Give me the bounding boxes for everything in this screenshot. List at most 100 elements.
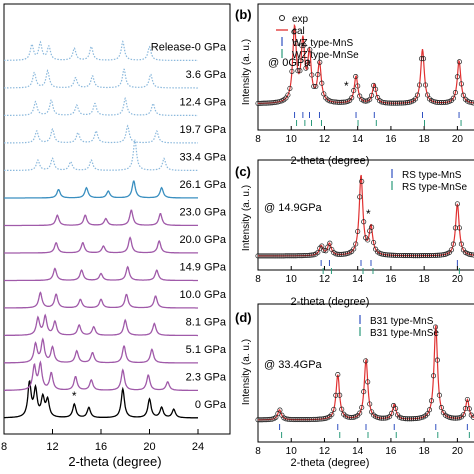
exp-point-3-92 <box>438 405 444 411</box>
exp-point-3-51 <box>357 410 363 416</box>
exp-point-3-29 <box>313 416 319 422</box>
exp-point-2-15 <box>285 253 291 259</box>
px-tick-label-1-0: 8 <box>255 134 261 145</box>
exp-point-2-50 <box>355 228 361 234</box>
pressure-label-0: 0 GPa <box>195 399 227 411</box>
exp-point-3-46 <box>347 414 353 420</box>
px-tick-label-2-2: 12 <box>319 274 331 285</box>
exp-point-2-21 <box>297 253 303 259</box>
exp-point-1-82 <box>418 56 425 62</box>
exp-point-2-89 <box>432 252 439 258</box>
exp-point-1-50 <box>355 83 361 89</box>
exp-point-2-102 <box>458 241 464 247</box>
legend-label-3-1: B31 type-MnSe <box>370 328 439 339</box>
exp-point-1-18 <box>291 29 297 35</box>
exp-point-1-4 <box>263 100 269 106</box>
panel-a-frame <box>3 3 231 435</box>
exp-point-3-99 <box>452 415 458 421</box>
exp-point-1-48 <box>351 88 357 94</box>
exp-point-3-18 <box>291 417 297 423</box>
exp-point-1-100 <box>454 74 460 80</box>
exp-point-1-49 <box>353 74 359 80</box>
exp-point-2-26 <box>307 252 313 258</box>
pressure-label-9: 33.4 GPa <box>180 152 227 164</box>
exp-point-1-90 <box>434 99 440 105</box>
exp-point-2-80 <box>414 253 421 259</box>
spectrum-line-9 <box>4 139 198 171</box>
exp-point-3-56 <box>367 401 373 407</box>
exp-point-2-86 <box>426 253 433 259</box>
legend-label-1-3: WZ type-MnSe <box>292 50 359 61</box>
exp-point-3-26 <box>307 417 313 423</box>
exp-point-2-52 <box>359 178 365 184</box>
exp-point-2-39 <box>333 251 339 257</box>
spectrum-line-7 <box>4 209 198 227</box>
legend-label-2-1: RS type-MnSe <box>402 182 467 193</box>
exp-point-1-53 <box>361 98 367 104</box>
exp-point-2-19 <box>293 253 299 259</box>
exp-point-1-47 <box>349 95 355 101</box>
exp-point-3-42 <box>339 406 345 412</box>
spectrum-line-0 <box>4 379 198 419</box>
exp-point-2-17 <box>289 253 295 259</box>
exp-point-1-22 <box>299 43 305 49</box>
exp-point-1-5 <box>265 100 271 106</box>
exp-point-2-90 <box>434 252 440 258</box>
px-tick-label-3-2: 12 <box>319 446 331 457</box>
exp-point-2-81 <box>416 253 423 259</box>
panel-a: 0 GPa 2.3 GPa 5.1 GPa 8.1 GPa 10.0 GPa 14.9 G… <box>1 3 231 469</box>
panel-d-frame <box>257 303 474 443</box>
exp-point-1-3 <box>261 100 267 106</box>
exp-point-1-40 <box>335 99 341 105</box>
exp-point-2-66 <box>387 252 393 258</box>
exp-point-3-1 <box>257 417 263 423</box>
exp-point-2-49 <box>353 241 359 247</box>
px-tick-label-1-5: 18 <box>419 134 431 145</box>
exp-point-3-2 <box>259 417 265 423</box>
exp-point-3-41 <box>337 392 343 398</box>
px-tick-label-2-1: 10 <box>286 274 298 285</box>
px-tick-label-1-3: 14 <box>352 134 364 145</box>
exp-point-2-77 <box>408 253 415 259</box>
exp-point-3-55 <box>365 379 371 385</box>
exp-point-3-85 <box>424 411 431 417</box>
panel-b-ylabel: Intensity (a. u.) <box>241 39 252 105</box>
exp-point-2-32 <box>319 243 325 249</box>
legend-marker-1-0 <box>279 15 285 21</box>
legend-label-1-2: WZ type-MnS <box>292 38 353 49</box>
exp-point-2-101 <box>456 225 462 231</box>
px-tick-label-2-5: 18 <box>419 274 431 285</box>
exp-point-1-69 <box>393 100 399 106</box>
exp-point-3-103 <box>460 412 466 418</box>
exp-point-3-77 <box>408 416 415 422</box>
exp-point-2-69 <box>393 252 399 258</box>
pressure-label-12: 3.6 GPa <box>186 69 227 81</box>
exp-point-1-91 <box>436 99 442 106</box>
pressure-label-13: Release-0 GPa <box>151 42 227 54</box>
exp-point-1-92 <box>438 100 444 106</box>
exp-point-2-74 <box>402 253 409 259</box>
panel-d-xlabel: 2-theta (degree) <box>291 457 370 469</box>
exp-point-1-2 <box>259 100 265 106</box>
exp-point-2-75 <box>404 253 411 259</box>
exp-point-3-98 <box>450 415 456 421</box>
exp-point-1-7 <box>269 100 275 106</box>
spectrum-line-3 <box>4 313 198 337</box>
exp-point-1-15 <box>285 92 291 98</box>
exp-point-3-4 <box>263 417 269 423</box>
exp-point-1-23 <box>301 42 307 48</box>
exp-point-2-10 <box>275 253 281 259</box>
panel-b-xlabel: 2-theta (degree) <box>291 155 370 167</box>
exp-point-1-107 <box>468 100 474 106</box>
exp-point-3-40 <box>335 372 341 378</box>
exp-point-3-106 <box>466 406 472 412</box>
exp-point-1-29 <box>313 83 319 90</box>
exp-point-2-64 <box>383 252 389 258</box>
pressure-label-6: 20.0 GPa <box>180 234 227 246</box>
exp-point-2-88 <box>430 252 437 259</box>
exp-point-1-25 <box>305 59 311 65</box>
panel-d-ylabel: Intensity (a. u.) <box>241 339 252 405</box>
exp-point-1-56 <box>367 96 373 103</box>
exp-point-3-38 <box>331 406 337 412</box>
